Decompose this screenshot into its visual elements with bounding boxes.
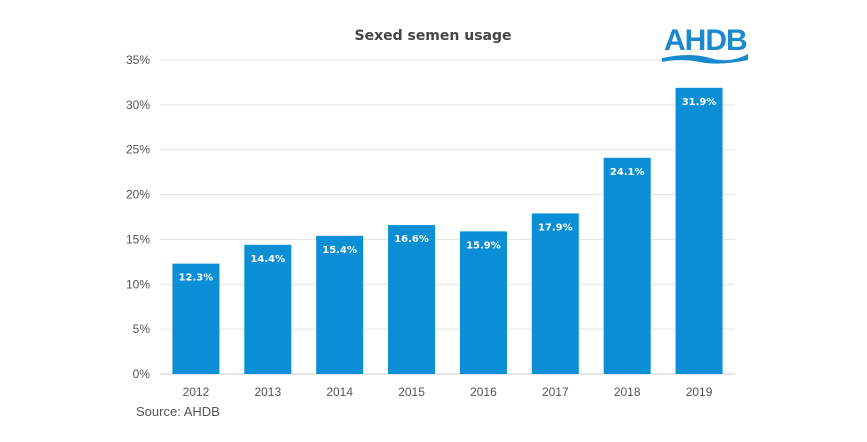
- y-tick-label: 25%: [126, 143, 150, 157]
- x-tick-label: 2019: [686, 385, 713, 399]
- y-tick-label: 20%: [126, 188, 150, 202]
- y-tick-label: 0%: [133, 367, 151, 381]
- data-label: 17.9%: [538, 222, 573, 233]
- bar-2012: [172, 263, 220, 374]
- bar-2014: [316, 235, 364, 374]
- data-label: 14.4%: [250, 254, 285, 265]
- bar-2018: [603, 157, 651, 374]
- source-note: Source: AHDB: [136, 404, 220, 419]
- x-tick-label: 2016: [470, 385, 497, 399]
- y-tick-label: 35%: [126, 53, 150, 67]
- data-label: 15.4%: [322, 245, 357, 256]
- bar-2015: [388, 225, 436, 374]
- bar-2017: [531, 213, 579, 374]
- bar-2019: [675, 87, 723, 374]
- y-tick-label: 5%: [133, 322, 151, 336]
- x-tick-label: 2018: [614, 385, 641, 399]
- x-tick-label: 2012: [183, 385, 210, 399]
- data-label: 16.6%: [394, 234, 429, 245]
- data-label: 31.9%: [682, 97, 717, 108]
- x-tick-label: 2015: [398, 385, 425, 399]
- svg-text:AHDB: AHDB: [664, 24, 747, 57]
- data-label: 24.1%: [610, 167, 645, 178]
- y-tick-label: 15%: [126, 232, 150, 246]
- bar-2013: [244, 244, 292, 374]
- x-tick-label: 2014: [326, 385, 353, 399]
- bar-2016: [459, 231, 507, 374]
- data-label: 12.3%: [179, 273, 214, 284]
- x-tick-label: 2017: [542, 385, 569, 399]
- chart-title: Sexed semen usage: [354, 28, 511, 44]
- data-label: 15.9%: [466, 240, 501, 251]
- x-tick-label: 2013: [254, 385, 281, 399]
- y-tick-label: 30%: [126, 98, 150, 112]
- y-tick-label: 10%: [126, 277, 150, 291]
- ahdb-logo: AHDB: [660, 18, 750, 73]
